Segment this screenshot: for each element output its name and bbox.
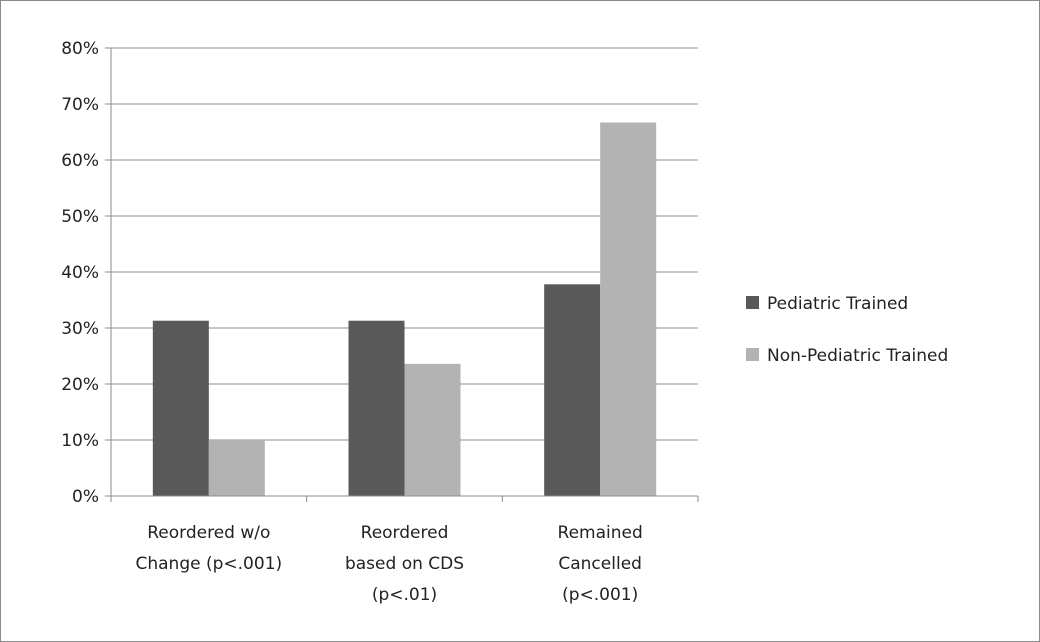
legend-swatch: [746, 296, 759, 309]
y-tick-label: 50%: [61, 207, 99, 227]
y-axis-ticks: 0% 10% 20% 30% 40% 50% 60% 70% 80%: [61, 39, 111, 507]
y-tick-label: 60%: [61, 151, 99, 171]
y-tick-label: 0%: [72, 487, 99, 507]
x-category-label: Reordered: [361, 523, 449, 543]
x-category-label: Reordered w/o: [147, 523, 270, 543]
x-category-label: (p<.001): [562, 585, 638, 605]
x-category-label: based on CDS: [345, 554, 464, 574]
x-category-label: Change (p<.001): [136, 554, 283, 574]
y-tick-label: 70%: [61, 95, 99, 115]
legend-label: Pediatric Trained: [767, 294, 908, 314]
x-category-label: (p<.01): [372, 585, 437, 605]
bar-non-pediatric-2: [600, 122, 657, 496]
bar-pediatric-1: [348, 320, 405, 496]
x-category-label: Remained: [558, 523, 643, 543]
bar-pediatric-0: [152, 320, 209, 496]
bar-non-pediatric-0: [208, 440, 265, 496]
x-category-label: Cancelled: [558, 554, 642, 574]
y-tick-label: 80%: [61, 39, 99, 59]
legend-label: Non-Pediatric Trained: [767, 346, 948, 366]
bar-non-pediatric-1: [404, 363, 461, 496]
legend-swatch: [746, 348, 759, 361]
x-axis-labels: Reordered w/o Change (p<.001) Reordered bas…: [136, 523, 643, 605]
y-tick-label: 10%: [61, 431, 99, 451]
bars: [152, 122, 657, 496]
legend: Pediatric Trained Non-Pediatric Trained: [746, 294, 948, 366]
y-tick-label: 20%: [61, 375, 99, 395]
y-tick-label: 40%: [61, 263, 99, 283]
y-tick-label: 30%: [61, 319, 99, 339]
bar-pediatric-2: [544, 284, 601, 496]
